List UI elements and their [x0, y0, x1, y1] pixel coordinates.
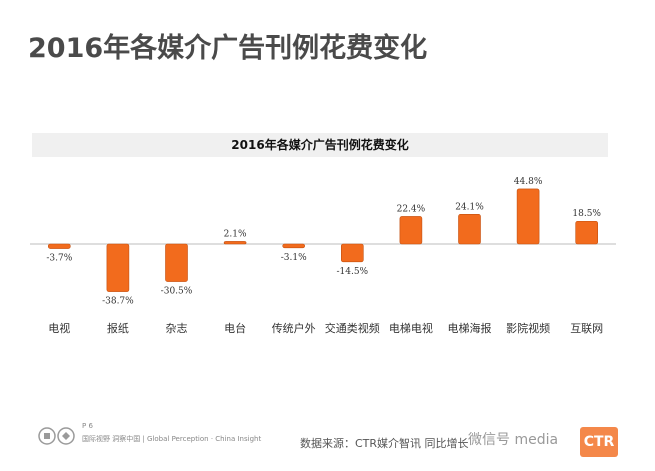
footer-tagline: 国际视野 洞察中国 | Global Perception · China In…: [82, 435, 262, 443]
value-labels-group: -3.7% -38.7% -30.5% 2.1% -3.1% -14.5% 22.4% 24.…: [46, 177, 601, 307]
category-label-10: 互联网: [570, 322, 603, 335]
company-seal-icon: [38, 427, 75, 445]
chart: -3.7% -38.7% -30.5% 2.1% -3.1% -14.5% 22.4% 24.…: [16, 133, 623, 353]
value-label-9: 44.8%: [514, 177, 543, 187]
value-label-2: -38.7%: [102, 297, 134, 307]
category-labels-group: 电视 报纸 杂志 电台 传统户外 交通类视频 电梯电视 电梯海报 影院视频 互联网: [48, 321, 603, 335]
bar-5: [282, 243, 306, 249]
category-label-6: 交通类视频: [325, 321, 380, 335]
bar-4: [223, 241, 247, 245]
bar-10: [575, 220, 599, 245]
footer: P 6 国际视野 洞察中国 | Global Perception · Chin…: [0, 405, 655, 471]
category-label-9: 影院视频: [506, 321, 550, 335]
value-label-1: -3.7%: [46, 254, 72, 264]
bar-6: [340, 243, 364, 263]
category-label-8: 电梯海报: [448, 321, 492, 335]
value-label-10: 18.5%: [572, 209, 601, 219]
bar-7: [399, 216, 423, 245]
value-label-5: -3.1%: [281, 253, 307, 263]
value-label-8: 24.1%: [455, 202, 484, 212]
page-title: 2016年各媒介广告刊例花费变化: [28, 33, 428, 64]
bars-group: [47, 188, 599, 292]
bar-8: [458, 214, 481, 245]
value-label-6: -14.5%: [336, 267, 368, 277]
category-label-5: 传统户外: [272, 321, 316, 335]
value-label-7: 22.4%: [397, 204, 426, 214]
data-source-note: 数据来源：CTR媒介智讯 同比增长: [300, 437, 469, 450]
bar-9: [516, 188, 540, 245]
bar-2: [106, 243, 130, 292]
bar-1: [47, 243, 71, 249]
category-label-2: 报纸: [107, 321, 129, 335]
value-label-4: 2.1%: [224, 229, 247, 239]
chart-title: 2016年各媒介广告刊例花费变化: [32, 133, 608, 157]
page-number: P 6: [82, 422, 93, 430]
category-label-1: 电视: [48, 321, 70, 335]
bar-chart: -3.7% -38.7% -30.5% 2.1% -3.1% -14.5% 22.4% 24.…: [30, 177, 616, 335]
ctr-logo: CTR: [580, 427, 618, 457]
category-label-3: 杂志: [166, 322, 188, 335]
bar-3: [165, 243, 188, 282]
wechat-watermark: 微信号 media: [468, 432, 559, 448]
category-label-4: 电台: [224, 321, 246, 335]
category-label-7: 电梯电视: [389, 321, 433, 335]
value-label-3: -30.5%: [161, 287, 193, 297]
